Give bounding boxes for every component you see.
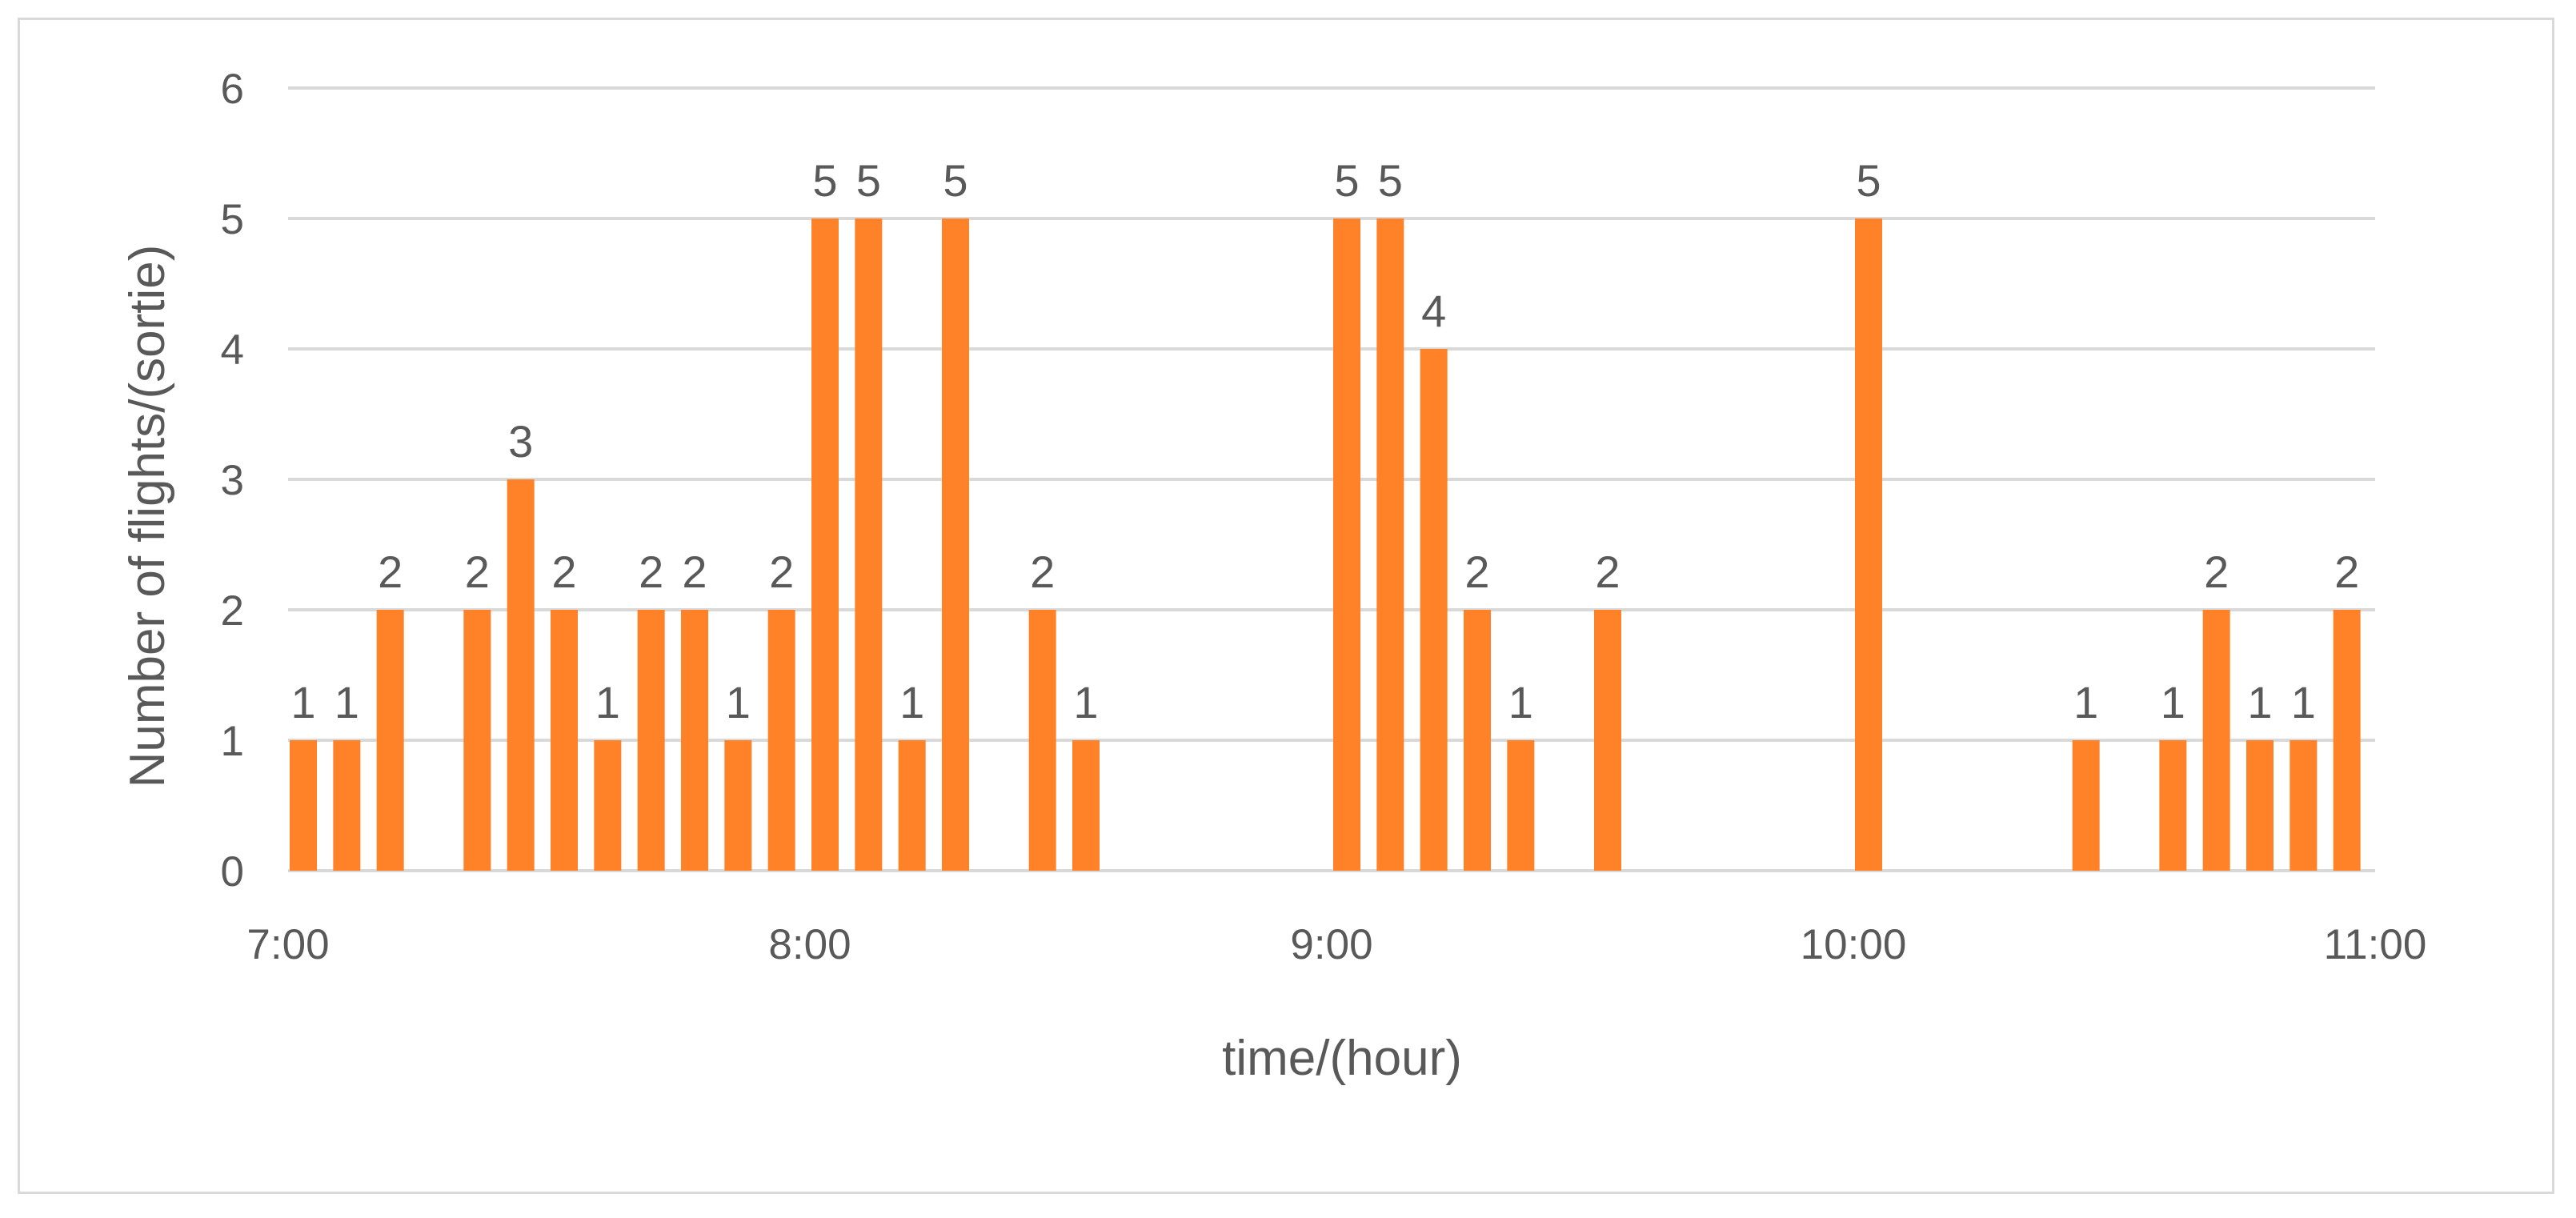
data-label: 5 (812, 155, 837, 206)
y-tick-label: 0 (221, 848, 244, 895)
bar (811, 218, 839, 871)
y-tick-label: 1 (221, 718, 244, 765)
x-tick-label: 9:00 (1290, 921, 1372, 968)
y-tick-labels: 0 1 2 3 4 5 6 (221, 66, 244, 895)
bar (2333, 610, 2361, 871)
bar (463, 610, 491, 871)
y-tick-label: 3 (221, 457, 244, 504)
data-label: 1 (2291, 677, 2316, 727)
bar (2246, 740, 2274, 871)
x-tick-label: 8:00 (768, 921, 851, 968)
bar (767, 610, 795, 871)
bar (2202, 610, 2230, 871)
x-tick-label: 11:00 (2324, 921, 2427, 968)
x-tick-label: 10:00 (1801, 921, 1907, 968)
y-tick-label: 6 (221, 66, 244, 113)
data-label: 2 (551, 547, 576, 597)
bar (1855, 218, 1882, 871)
bar (2290, 740, 2318, 871)
bar (1507, 740, 1535, 871)
bar (2159, 740, 2187, 871)
bar (898, 740, 926, 871)
data-label: 3 (508, 416, 533, 467)
data-label: 1 (2073, 677, 2098, 727)
data-label: 1 (335, 677, 359, 727)
data-label: 2 (1595, 547, 1620, 597)
bar (507, 479, 535, 871)
data-label: 1 (1073, 677, 1098, 727)
x-axis-title: time/(hour) (1222, 1031, 1462, 1086)
bar (551, 610, 578, 871)
bar (1376, 218, 1404, 871)
data-label: 2 (1030, 547, 1055, 597)
bar (1594, 610, 1621, 871)
data-label: 1 (726, 677, 751, 727)
y-axis-title: Number of flights/(sortie) (120, 245, 175, 788)
data-label: 2 (682, 547, 707, 597)
data-label: 1 (290, 677, 315, 727)
data-label: 2 (2334, 547, 2359, 597)
bar (1420, 349, 1448, 871)
data-label: 1 (1508, 677, 1533, 727)
data-label: 4 (1421, 286, 1446, 336)
bar (333, 740, 361, 871)
bar (1464, 610, 1491, 871)
bar (2072, 740, 2100, 871)
bar (290, 740, 317, 871)
bar (681, 610, 708, 871)
x-tick-labels: 7:00 8:00 9:00 10:00 11:00 (246, 921, 2426, 968)
data-label: 1 (2247, 677, 2272, 727)
bar (942, 218, 969, 871)
data-label: 5 (1856, 155, 1881, 206)
bars (290, 218, 2361, 871)
data-label: 2 (1464, 547, 1489, 597)
bar (637, 610, 665, 871)
bar (376, 610, 404, 871)
data-label: 2 (378, 547, 403, 597)
bar (855, 218, 883, 871)
bar (724, 740, 752, 871)
data-label: 1 (595, 677, 620, 727)
gridlines (288, 86, 2375, 872)
bar (594, 740, 622, 871)
data-label: 1 (899, 677, 924, 727)
y-tick-label: 5 (221, 196, 244, 243)
y-tick-label: 2 (221, 587, 244, 635)
y-tick-label: 4 (221, 327, 244, 374)
data-label: 2 (639, 547, 663, 597)
data-label: 5 (1334, 155, 1359, 206)
data-label: 1 (2161, 677, 2185, 727)
data-label: 2 (2204, 547, 2229, 597)
data-label: 5 (943, 155, 968, 206)
bar (1028, 610, 1056, 871)
x-tick-label: 7:00 (246, 921, 329, 968)
bar (1333, 218, 1360, 871)
data-label: 2 (465, 547, 490, 597)
data-label: 2 (769, 547, 794, 597)
data-label: 5 (1378, 155, 1403, 206)
data-label: 5 (856, 155, 881, 206)
bar (1072, 740, 1100, 871)
